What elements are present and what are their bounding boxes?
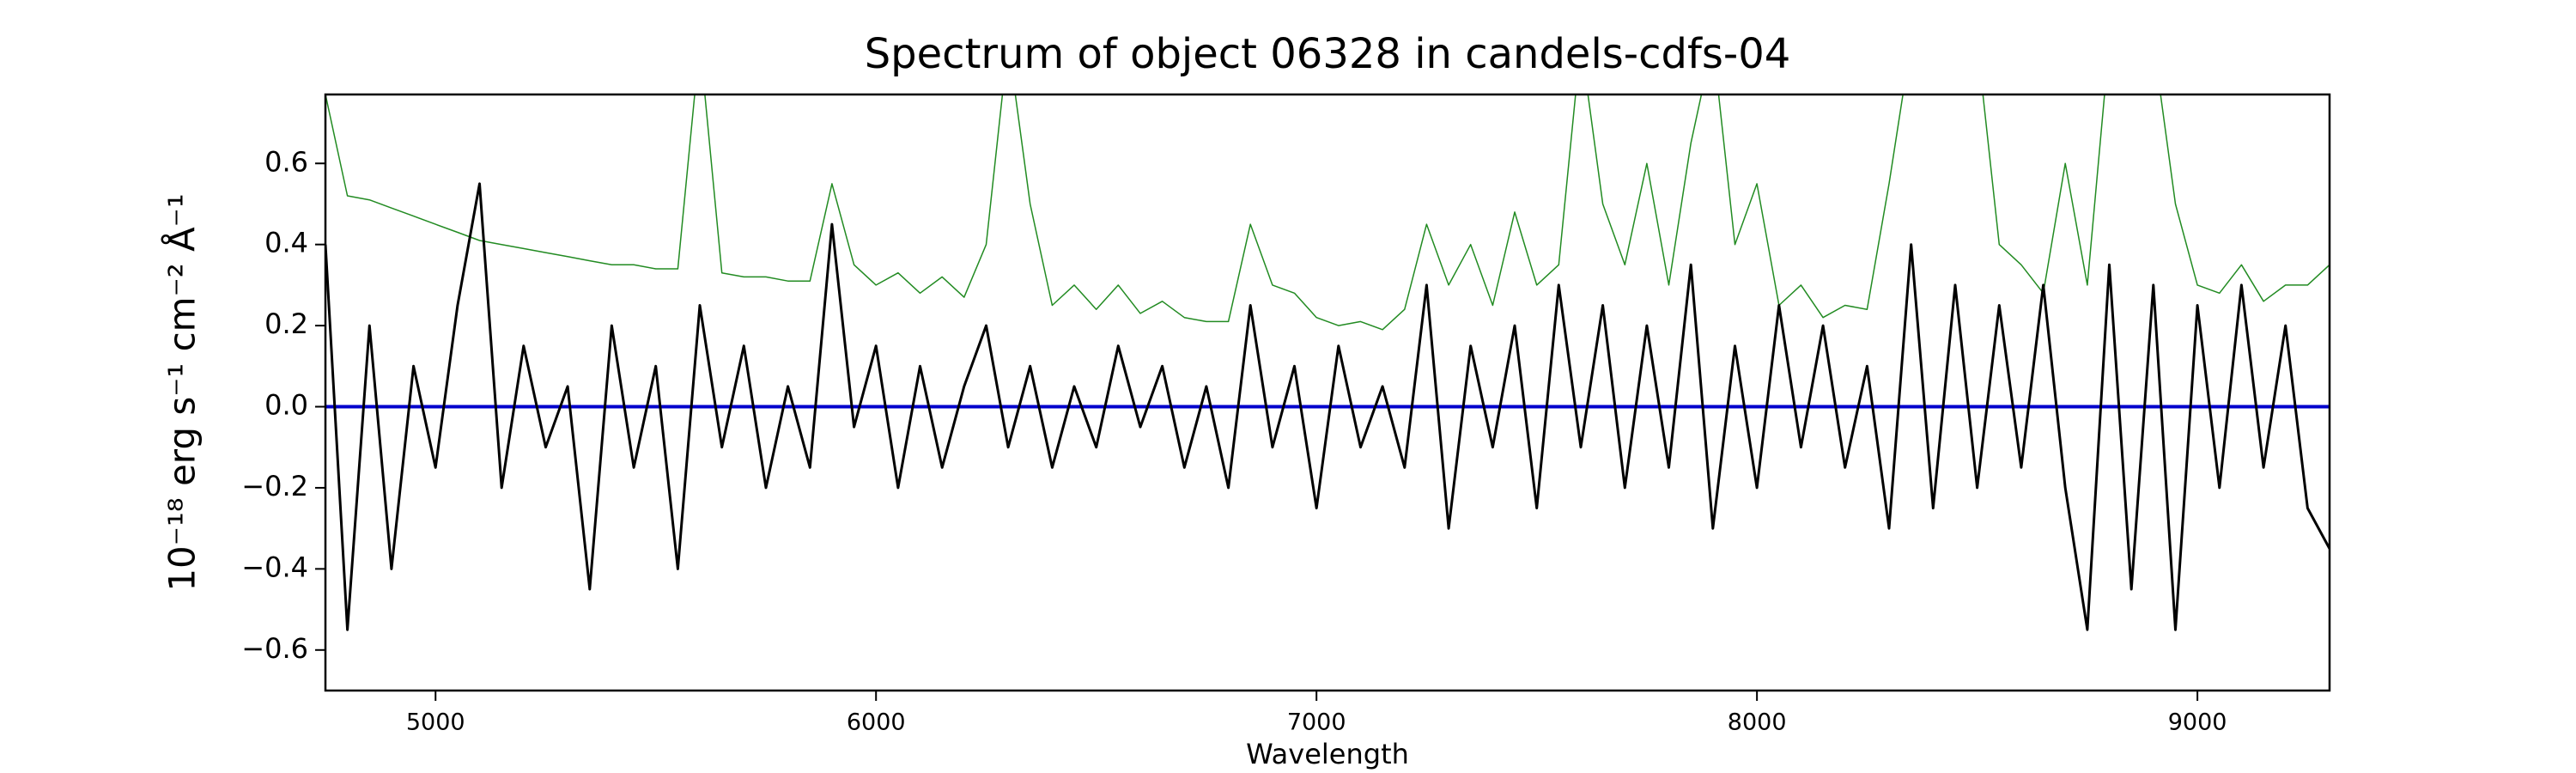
- y-tick-label: −0.2: [241, 470, 308, 502]
- series-line: [325, 182, 2330, 631]
- x-tick-label: 6000: [847, 709, 906, 736]
- series-line: [325, 94, 2330, 331]
- x-tick-label: 9000: [2168, 709, 2227, 736]
- x-axis-label: Wavelength: [1246, 738, 1409, 770]
- x-tick-label: 5000: [406, 709, 465, 736]
- y-axis-label: 10⁻¹⁸ erg s⁻¹ cm⁻² Å⁻¹: [161, 193, 204, 591]
- plot-area: [325, 94, 2330, 631]
- y-tick-label: 0.0: [264, 389, 308, 422]
- y-tick-label: −0.6: [241, 632, 308, 665]
- y-tick-label: 0.2: [264, 307, 308, 340]
- plot-frame: [324, 93, 2331, 692]
- x-tick-label: 7000: [1287, 709, 1346, 736]
- x-tick-label: 8000: [1728, 709, 1787, 736]
- chart-title: Spectrum of object 06328 in candels-cdfs…: [865, 30, 1791, 78]
- y-tick-label: 0.4: [264, 227, 308, 259]
- y-tick-label: 0.6: [264, 145, 308, 178]
- y-tick-label: −0.4: [241, 551, 308, 583]
